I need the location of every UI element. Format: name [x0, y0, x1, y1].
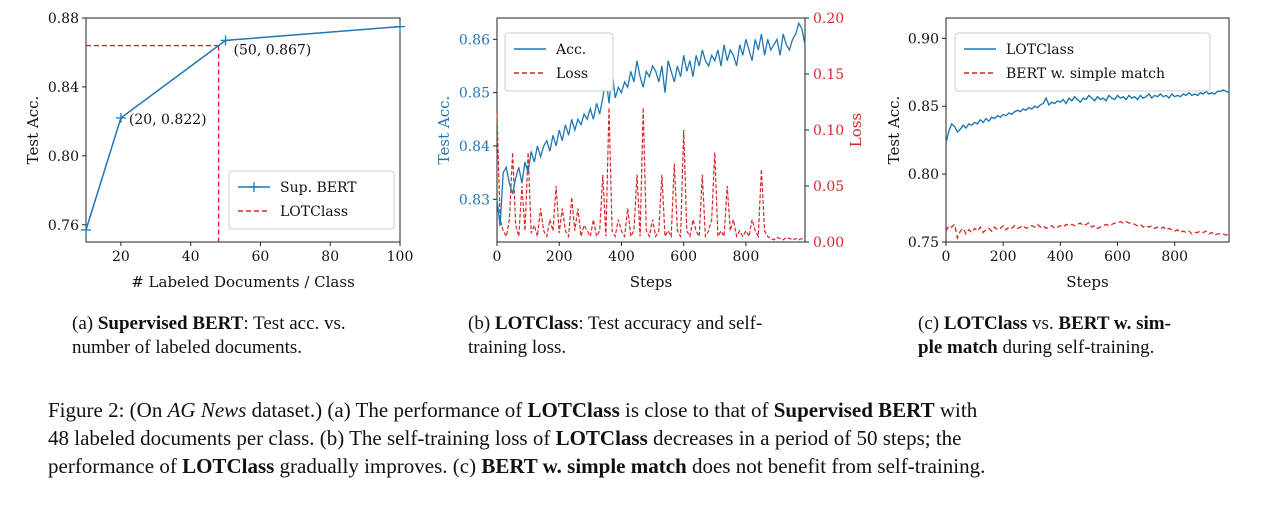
- chart-a-xtick-label: 20: [112, 249, 130, 265]
- chart-b-y2tick-label: 0.05: [813, 179, 844, 195]
- chart-a-ytick-label: 0.76: [48, 218, 79, 234]
- chart-b-series-acc: [496, 21, 806, 227]
- caption-b: (b) LOTClass: Test accuracy and self- tr…: [468, 313, 763, 358]
- chart-c-xtick-label: 800: [1161, 249, 1188, 265]
- chart-a-frame: [85, 17, 401, 243]
- chart-b-legend-box: [504, 32, 614, 92]
- chart-b-legend-label-1: Loss: [556, 66, 588, 82]
- chart-c-xlabel: Steps: [1066, 273, 1108, 291]
- chart-b-ytick-label: 0.84: [459, 139, 490, 155]
- chart-b-xlabel: Steps: [630, 273, 672, 291]
- chart-c-xtick-label: 0: [942, 249, 951, 265]
- chart-c-ylabel: Test Acc.: [885, 96, 903, 165]
- chart-b-legend-label-0: Acc.: [555, 42, 586, 58]
- chart-a-xtick-label: 40: [182, 249, 200, 265]
- chart-c-xtick-label: 200: [990, 249, 1017, 265]
- chart-b-xtick-label: 600: [670, 249, 697, 265]
- chart-a-xtick-label: 80: [321, 249, 339, 265]
- chart-b-xtick-label: 200: [546, 249, 573, 265]
- chart-a-ytick-label: 0.84: [48, 80, 79, 96]
- chart-a-series-sup-bert: [85, 25, 401, 231]
- chart-c-xtick-label: 400: [1047, 249, 1074, 265]
- chart-c-series-bert-simple: [945, 220, 1230, 241]
- chart-b-xtick-label: 400: [608, 249, 635, 265]
- chart-b-y2tick-label: 0.10: [813, 123, 844, 139]
- chart-c-ytick-label: 0.90: [908, 31, 939, 47]
- chart-a-xtick-label: 100: [387, 249, 414, 265]
- chart-a-annotation-50: (50, 0.867): [234, 42, 312, 58]
- chart-c-legend-label-0: LOTClass: [1006, 42, 1074, 58]
- chart-a-ylabel: Test Acc.: [24, 96, 42, 165]
- chart-a-legend-box: [228, 170, 395, 230]
- chart-a-xtick-label: 60: [252, 249, 270, 265]
- chart-c-ytick-label: 0.75: [908, 235, 939, 251]
- chart-c-series-lotclass: [945, 89, 1230, 144]
- chart-b-ylabel: Test Acc.: [435, 96, 453, 165]
- chart-c-frame: [945, 17, 1230, 243]
- chart-b-ytick-label: 0.85: [459, 86, 490, 102]
- chart-b-y2tick-label: 0.20: [813, 11, 844, 27]
- chart-b-y2tick-label: 0.00: [813, 235, 844, 251]
- chart-a-ytick-label: 0.88: [48, 11, 79, 27]
- chart-b-xtick-label: 800: [733, 249, 760, 265]
- chart-c-legend-box: [954, 32, 1211, 92]
- chart-a-xlabel: # Labeled Documents / Class: [131, 273, 355, 291]
- figure-panels: 20 40 60 80 100 0.76 0.80 0.84 0.88 (20, 0.822) (5…: [24, 11, 1230, 291]
- figure-caption: Figure 2: (On AG News dataset.) (a) The …: [48, 398, 986, 478]
- chart-c-legend-label-1: BERT w. simple match: [1006, 66, 1165, 82]
- caption-c: (c) LOTClass vs. BERT w. sim- ple match …: [918, 313, 1171, 358]
- chart-c-xtick-label: 600: [1104, 249, 1131, 265]
- chart-a-annotation-20: (20, 0.822): [129, 112, 207, 128]
- chart-c-ytick-label: 0.80: [908, 167, 939, 183]
- chart-a-legend-label-1: LOTClass: [280, 204, 348, 220]
- chart-b-y2tick-label: 0.15: [813, 67, 844, 83]
- chart-a-ytick-label: 0.80: [48, 149, 79, 165]
- caption-a: (a) Supervised BERT: Test acc. vs. numbe…: [72, 313, 346, 358]
- chart-b-xtick-label: 0: [493, 249, 502, 265]
- chart-b-ytick-label: 0.86: [459, 32, 490, 48]
- chart-c-ytick-label: 0.85: [908, 99, 939, 115]
- chart-b-ytick-label: 0.83: [459, 192, 490, 208]
- chart-b-y2label: Loss: [847, 113, 865, 147]
- chart-b-series-loss: [496, 107, 806, 241]
- chart-a-legend-label-0: Sup. BERT: [280, 180, 357, 196]
